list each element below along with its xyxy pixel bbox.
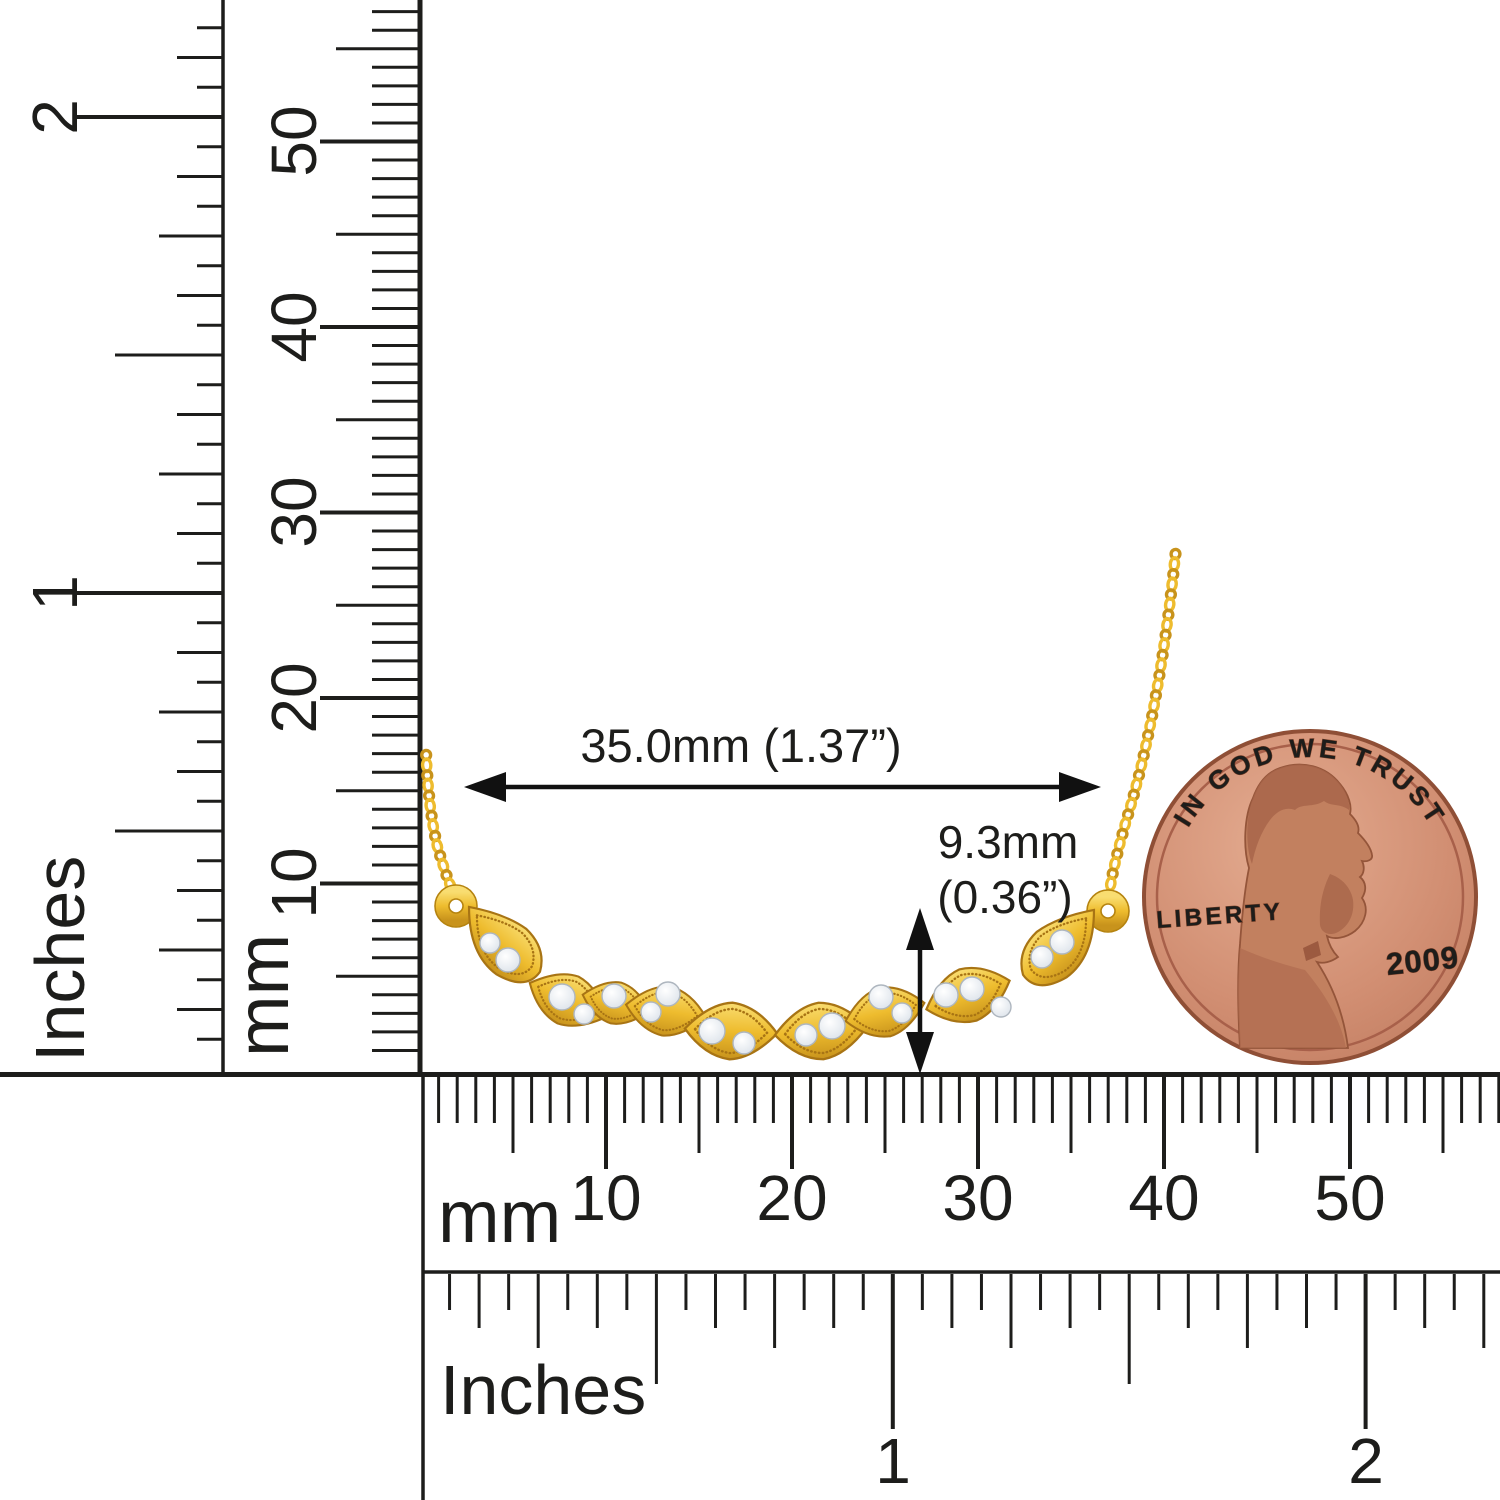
bottom-mm-number-30: 30 [942, 1162, 1013, 1234]
diamond [640, 1001, 662, 1023]
left-inches-ruler-ticks [75, 26, 223, 1041]
left-inches-number-2: 2 [19, 99, 91, 135]
arrowhead-right [1059, 772, 1101, 802]
diamond [1030, 945, 1054, 969]
diamond [698, 1017, 726, 1045]
penny-coin: IN GOD WE TRUST LIBERTY 2009 [1142, 729, 1478, 1065]
bottom-mm-number-20: 20 [756, 1162, 827, 1234]
bottom-inches-number-2: 2 [1348, 1425, 1384, 1497]
lincoln-coat [1238, 948, 1346, 1048]
chain-links [420, 547, 1182, 893]
height-dimension-label-line1: 9.3mm [938, 816, 1079, 868]
left-mm-ruler-labels: 10 20 30 40 50 mm [221, 105, 330, 1057]
arrowhead-up [906, 908, 934, 950]
bottom-mm-ruler-ticks [437, 1077, 1500, 1169]
penny-year: 2009 [1384, 939, 1460, 981]
width-dimension-label: 35.0mm (1.37”) [580, 719, 901, 772]
bottom-mm-number-40: 40 [1128, 1162, 1199, 1234]
height-dimension-label-line2: (0.36”) [937, 871, 1072, 923]
diamond [655, 981, 681, 1007]
diamond [495, 947, 521, 973]
left-inches-ruler-labels: 1 2 Inches [19, 99, 99, 1062]
diamond [1049, 929, 1075, 955]
left-mm-number-30: 30 [258, 476, 330, 547]
diamond [891, 1002, 913, 1024]
bottom-mm-ruler-labels: 10 20 30 40 50 mm [438, 1162, 1386, 1258]
diamond [794, 1023, 818, 1047]
diamond [818, 1012, 846, 1040]
pendant-diamonds [479, 929, 1075, 1055]
bottom-inches-unit-label: Inches [440, 1351, 646, 1429]
left-mm-ruler-ticks [320, 10, 420, 1052]
arrowhead-down [906, 1032, 934, 1074]
penny-inner-rim [1155, 742, 1465, 1052]
left-mm-unit-label: mm [221, 934, 304, 1057]
left-mm-number-20: 20 [258, 662, 330, 733]
bottom-mm-number-50: 50 [1314, 1162, 1385, 1234]
left-inches-number-1: 1 [19, 575, 91, 611]
lincoln-bowtie [1303, 941, 1321, 961]
bottom-inches-ruler-labels: 1 2 Inches [440, 1351, 1384, 1497]
bottom-inches-number-1: 1 [875, 1425, 911, 1497]
diamond [548, 983, 576, 1011]
diamond [868, 984, 894, 1010]
arrowhead-left [464, 772, 506, 802]
necklace [420, 547, 1182, 1065]
diamond [573, 1003, 595, 1025]
width-dimension-arrow [464, 772, 1101, 802]
left-chain-ring [434, 884, 478, 928]
diamond [732, 1031, 756, 1055]
diamond [933, 982, 959, 1008]
left-mm-number-10: 10 [258, 847, 330, 918]
chain-link [1104, 875, 1117, 892]
lincoln-beard [1319, 874, 1354, 935]
left-mm-number-50: 50 [258, 105, 330, 176]
bottom-mm-unit-label: mm [438, 1175, 561, 1258]
dimension-annotations: 35.0mm (1.37”) 9.3mm (0.36”) [464, 719, 1101, 1074]
diamond [990, 996, 1012, 1018]
bottom-mm-number-10: 10 [570, 1162, 641, 1234]
lincoln-bust [1237, 763, 1373, 1049]
left-inches-unit-label: Inches [21, 856, 99, 1062]
diamond [479, 932, 501, 954]
lincoln-hair [1247, 764, 1350, 864]
diamond [601, 983, 627, 1009]
height-dimension-arrow [906, 908, 934, 1074]
left-mm-number-40: 40 [258, 291, 330, 362]
diamond [959, 976, 985, 1002]
bottom-inches-ruler-ticks [448, 1274, 1486, 1429]
